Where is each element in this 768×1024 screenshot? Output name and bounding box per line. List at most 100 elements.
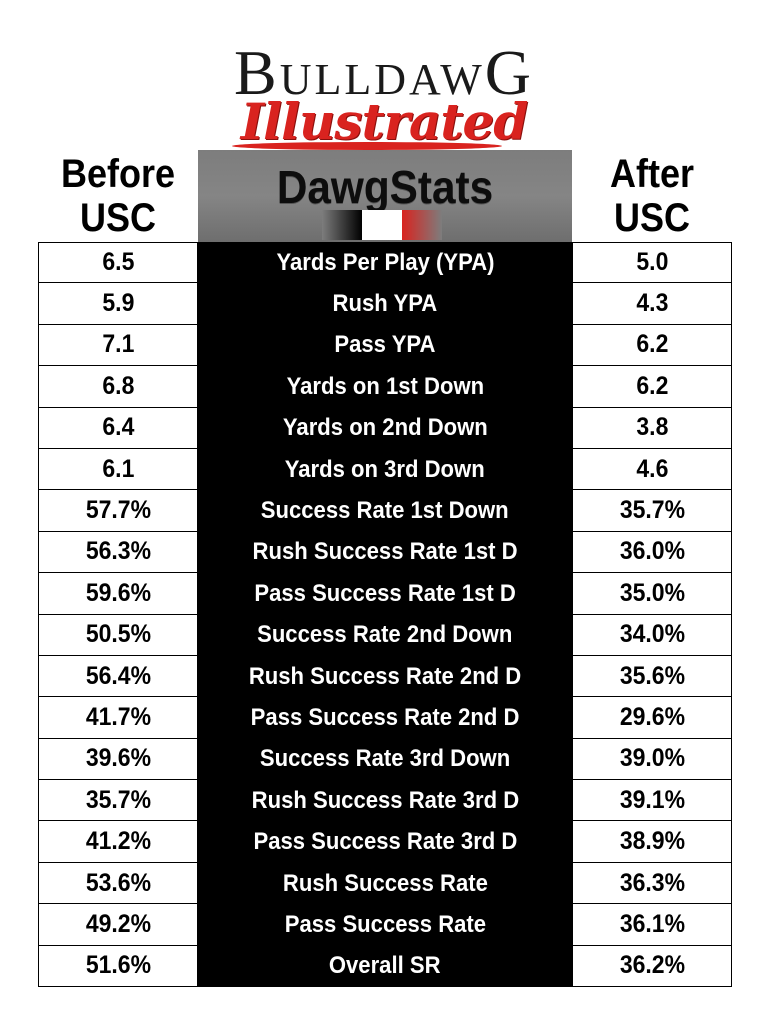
- table-row: 5.9 Rush YPA 4.3: [38, 283, 732, 325]
- stat-label-cell: Yards on 3rd Down: [198, 448, 572, 491]
- stat-label-cell-text: Yards on 3rd Down: [285, 455, 485, 483]
- before-value-cell: 39.6%: [38, 738, 198, 781]
- stat-label-cell-text: Yards on 1st Down: [286, 372, 484, 400]
- before-value-cell: 7.1: [38, 324, 198, 367]
- after-value-cell: 6.2: [572, 366, 732, 408]
- before-value-cell: 6.1: [38, 448, 198, 491]
- after-value-cell-text: 34.0%: [619, 620, 685, 649]
- before-value-cell-text: 56.4%: [85, 661, 151, 690]
- bulldawg-illustrated-logo: BULLDAWG Illustrated: [0, 30, 768, 151]
- before-value-cell-text: 59.6%: [85, 578, 151, 607]
- table-row: 35.7% Rush Success Rate 3rd D 39.1%: [38, 780, 732, 822]
- stat-label-cell: Success Rate 2nd Down: [198, 614, 572, 656]
- after-value-cell: 35.0%: [572, 573, 732, 615]
- table-row: 6.4 Yards on 2nd Down 3.8: [38, 407, 732, 449]
- stat-label-cell-text: Success Rate 1st Down: [261, 497, 509, 525]
- before-value-cell: 35.7%: [38, 780, 198, 822]
- before-value-cell: 56.3%: [38, 531, 198, 574]
- table-row: 51.6% Overall SR 36.2%: [38, 945, 732, 988]
- before-value-cell-text: 6.8: [102, 371, 134, 400]
- after-header-line2: USC: [613, 196, 690, 240]
- before-value-cell-text: 49.2%: [85, 909, 151, 938]
- table-row: 49.2% Pass Success Rate 36.1%: [38, 904, 732, 946]
- stat-label-cell: Pass Success Rate: [198, 904, 572, 946]
- after-value-cell: 36.1%: [572, 904, 732, 946]
- after-value-cell: 4.3: [572, 283, 732, 325]
- logo-letter-b: B: [234, 37, 280, 108]
- stat-label-cell: Success Rate 3rd Down: [198, 738, 572, 781]
- before-value-cell: 41.2%: [38, 821, 198, 863]
- stripe-white: [362, 210, 402, 240]
- after-usc-header: After USC: [580, 152, 724, 240]
- after-value-cell-text: 36.0%: [619, 537, 685, 566]
- stat-label-cell-text: Yards on 2nd Down: [282, 414, 488, 442]
- stat-label-cell-text: Success Rate 3rd Down: [259, 745, 511, 773]
- before-value-cell: 50.5%: [38, 614, 198, 656]
- after-header-line1: After: [609, 152, 695, 196]
- after-value-cell: 29.6%: [572, 697, 732, 739]
- before-value-cell-text: 50.5%: [85, 620, 151, 649]
- after-value-cell: 39.1%: [572, 780, 732, 822]
- table-row: 41.2% Pass Success Rate 3rd D 38.9%: [38, 821, 732, 863]
- table-row: 39.6% Success Rate 3rd Down 39.0%: [38, 738, 732, 781]
- after-value-cell: 35.7%: [572, 490, 732, 532]
- before-header-line1: Before: [60, 152, 176, 196]
- before-value-cell: 51.6%: [38, 945, 198, 988]
- after-value-cell-text: 6.2: [636, 330, 668, 359]
- logo-letter-g: G: [484, 37, 534, 108]
- before-value-cell: 59.6%: [38, 573, 198, 615]
- after-value-cell-text: 6.2: [636, 371, 668, 400]
- before-value-cell: 6.4: [38, 407, 198, 449]
- stat-label-cell-text: Rush Success Rate 2nd D: [248, 662, 522, 690]
- before-value-cell: 53.6%: [38, 862, 198, 905]
- after-value-cell-text: 39.0%: [619, 744, 685, 773]
- after-value-cell-text: 5.0: [636, 248, 668, 277]
- after-value-cell-text: 39.1%: [619, 785, 685, 814]
- after-value-cell-text: 35.6%: [619, 661, 685, 690]
- after-value-cell-text: 4.6: [636, 454, 668, 483]
- after-value-cell: 6.2: [572, 324, 732, 367]
- stat-label-cell: Pass Success Rate 2nd D: [198, 697, 572, 739]
- after-value-cell-text: 36.1%: [619, 909, 685, 938]
- before-value-cell-text: 35.7%: [85, 785, 151, 814]
- after-value-cell: 5.0: [572, 242, 732, 284]
- before-value-cell: 5.9: [38, 283, 198, 325]
- stat-label-cell: Pass YPA: [198, 324, 572, 367]
- before-value-cell-text: 41.2%: [85, 827, 151, 856]
- before-value-cell-text: 56.3%: [85, 537, 151, 566]
- stat-label-cell-text: Pass Success Rate: [284, 910, 486, 938]
- stat-label-cell-text: Pass Success Rate 3rd D: [253, 828, 517, 856]
- after-value-cell-text: 36.2%: [619, 951, 685, 980]
- after-value-cell: 3.8: [572, 407, 732, 449]
- before-value-cell-text: 57.7%: [85, 496, 151, 525]
- before-value-cell-text: 53.6%: [85, 868, 151, 897]
- after-value-cell-text: 36.3%: [619, 868, 685, 897]
- table-row: 56.3% Rush Success Rate 1st D 36.0%: [38, 531, 732, 574]
- after-value-cell: 36.2%: [572, 945, 732, 988]
- before-value-cell-text: 6.1: [102, 454, 134, 483]
- stat-label-cell-text: Pass Success Rate 2nd D: [250, 703, 520, 731]
- stat-label-cell: Pass Success Rate 1st D: [198, 573, 572, 615]
- stat-label-cell: Success Rate 1st Down: [198, 490, 572, 532]
- table-row: 7.1 Pass YPA 6.2: [38, 324, 732, 367]
- after-value-cell: 38.9%: [572, 821, 732, 863]
- stat-label-cell-text: Rush Success Rate: [282, 869, 488, 897]
- table-row: 6.1 Yards on 3rd Down 4.6: [38, 448, 732, 491]
- after-value-cell-text: 35.7%: [619, 496, 685, 525]
- before-value-cell: 6.5: [38, 242, 198, 284]
- table-row: 6.8 Yards on 1st Down 6.2: [38, 366, 732, 408]
- stat-label-cell: Pass Success Rate 3rd D: [198, 821, 572, 863]
- stat-label-cell-text: Overall SR: [329, 952, 441, 980]
- dawgstats-title: DawgStats: [276, 161, 494, 213]
- stats-table: 6.5 Yards Per Play (YPA) 5.0 5.9 Rush YPA 4.3…: [38, 242, 732, 988]
- table-row: 57.7% Success Rate 1st Down 35.7%: [38, 490, 732, 532]
- stat-label-cell-text: Rush YPA: [332, 290, 438, 318]
- after-value-cell: 36.3%: [572, 862, 732, 905]
- table-row: 41.7% Pass Success Rate 2nd D 29.6%: [38, 697, 732, 739]
- stat-label-cell-text: Pass Success Rate 1st D: [254, 579, 516, 607]
- after-value-cell-text: 29.6%: [619, 702, 685, 731]
- stat-label-cell: Rush Success Rate: [198, 862, 572, 905]
- stat-label-cell: Rush Success Rate 1st D: [198, 531, 572, 574]
- before-value-cell: 49.2%: [38, 904, 198, 946]
- stat-label-cell: Rush Success Rate 3rd D: [198, 780, 572, 822]
